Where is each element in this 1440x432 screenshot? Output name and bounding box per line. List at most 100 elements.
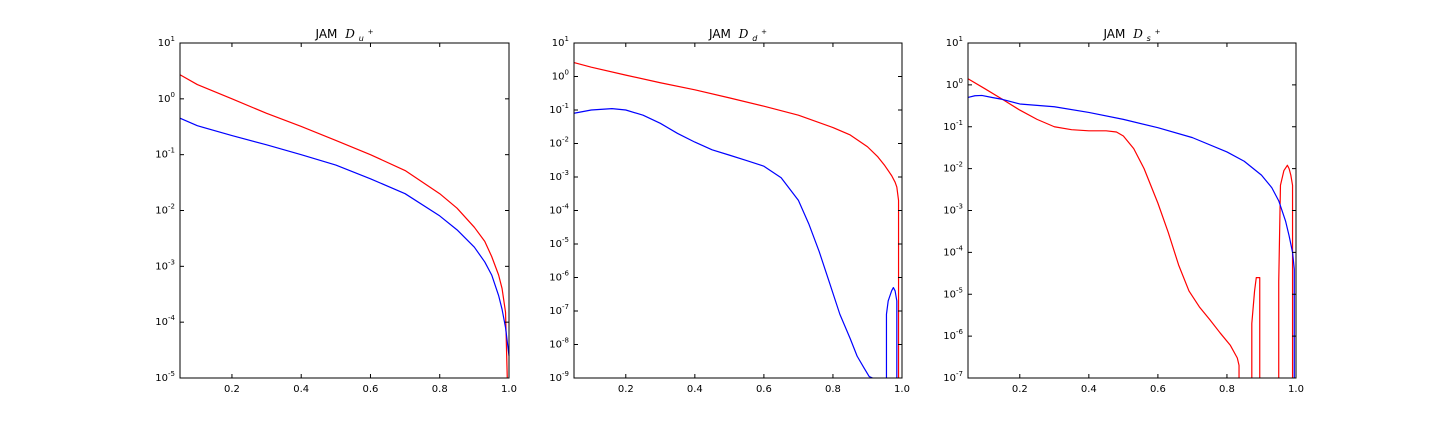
y-tick-base: 10: [155, 206, 168, 217]
series-line-1: [179, 117, 510, 356]
panel-title-text: JAM: [708, 27, 731, 41]
y-tick-exponent: -3: [956, 203, 963, 211]
y-tick-label: 100: [158, 91, 175, 105]
y-tick-exponent: -3: [168, 258, 175, 266]
y-tick-exponent: -3: [562, 169, 569, 177]
y-tick-label: 10-6: [549, 270, 569, 284]
y-tick-label: 10-1: [549, 102, 569, 116]
y-tick-exponent: 0: [959, 77, 963, 85]
y-tick-label: 10-2: [943, 161, 963, 175]
x-tick-label: 0.8: [1219, 384, 1235, 395]
y-tick-exponent: -1: [168, 147, 175, 155]
y-tick-label: 10-5: [943, 286, 963, 300]
panel-title-text: JAM: [1102, 27, 1125, 41]
panel-title: JAM D u +: [315, 27, 374, 44]
series-line-1: [1251, 276, 1261, 378]
series-line-1: [573, 108, 873, 379]
y-tick-exponent: -5: [562, 236, 569, 244]
y-tick-exponent: -1: [562, 102, 569, 110]
y-tick-exponent: -8: [562, 337, 569, 345]
series-line-2: [1278, 164, 1294, 378]
y-tick-base: 10: [549, 273, 562, 284]
panel-title-math-base: D: [738, 27, 749, 41]
y-tick-exponent: -2: [168, 203, 175, 211]
panel-title-math-sup: +: [368, 28, 374, 36]
y-tick-base: 10: [155, 150, 168, 161]
y-tick-label: 101: [946, 35, 963, 49]
y-tick-exponent: -4: [956, 244, 964, 252]
y-tick-label: 10-6: [943, 328, 963, 342]
y-tick-label: 10-4: [943, 244, 963, 258]
y-tick-label: 100: [946, 77, 963, 91]
y-tick-base: 10: [549, 239, 562, 250]
y-tick-exponent: 0: [171, 91, 175, 99]
panel-title: JAM D s +: [1102, 27, 1160, 44]
y-tick-base: 10: [549, 105, 562, 116]
y-tick-exponent: -2: [956, 161, 963, 169]
y-tick-label: 10-5: [155, 370, 175, 384]
y-tick-base: 10: [549, 340, 562, 351]
series-line-0: [967, 78, 1240, 378]
x-tick-label: 1.0: [894, 384, 910, 395]
x-tick-label: 0.6: [756, 384, 772, 395]
panel-title-math-base: D: [1132, 27, 1143, 41]
y-tick-base: 10: [549, 306, 562, 317]
y-tick-base: 10: [549, 206, 562, 217]
y-tick-exponent: -5: [168, 370, 175, 378]
x-tick-label: 0.6: [1150, 384, 1166, 395]
y-tick-base: 10: [943, 289, 956, 300]
y-tick-label: 10-1: [155, 147, 175, 161]
y-tick-base: 10: [549, 373, 562, 384]
x-tick-label: 0.4: [1081, 384, 1097, 395]
series-line-2: [885, 286, 898, 378]
y-tick-label: 10-4: [549, 203, 569, 217]
panel-dd: JAM D d + 0.2 0.4 0.6 0.8 1.010-910-810-710-…: [549, 27, 910, 395]
panel-title-text: JAM: [315, 27, 338, 41]
x-tick-label: 0.2: [1012, 384, 1028, 395]
y-tick-base: 10: [946, 80, 959, 91]
y-tick-exponent: -4: [168, 314, 176, 322]
y-tick-base: 10: [155, 373, 168, 384]
y-tick-base: 10: [552, 72, 565, 83]
panel-title-math-sup: +: [761, 28, 767, 36]
y-tick-base: 10: [943, 247, 956, 258]
y-tick-label: 10-7: [943, 370, 963, 384]
y-tick-base: 10: [552, 38, 565, 49]
y-tick-base: 10: [158, 38, 171, 49]
series-line-0: [573, 62, 900, 378]
y-tick-label: 10-3: [155, 258, 175, 272]
y-tick-exponent: 1: [959, 35, 963, 43]
x-tick-label: 0.4: [687, 384, 703, 395]
y-tick-exponent: -4: [562, 203, 570, 211]
y-tick-label: 10-7: [549, 303, 569, 317]
y-tick-base: 10: [943, 122, 956, 133]
y-tick-base: 10: [549, 172, 562, 183]
y-tick-label: 10-3: [549, 169, 569, 183]
x-tick-label: 0.8: [432, 384, 448, 395]
panel-title-math-sup: +: [1155, 28, 1161, 36]
x-tick-label: 1.0: [1288, 384, 1304, 395]
y-tick-base: 10: [155, 317, 168, 328]
axes-frame: [967, 42, 1297, 379]
y-tick-base: 10: [155, 261, 168, 272]
y-tick-exponent: -1: [956, 119, 963, 127]
y-tick-label: 10-3: [943, 203, 963, 217]
y-tick-label: 10-9: [549, 370, 569, 384]
panel-ds: JAM D s + 0.2 0.4 0.6 0.8 1.010-710-610-510-…: [943, 27, 1304, 395]
panel-title-math-base: D: [344, 27, 355, 41]
y-tick-label: 10-2: [155, 203, 175, 217]
y-tick-label: 10-5: [549, 236, 569, 250]
y-tick-exponent: -5: [956, 286, 963, 294]
axes-frame: [179, 42, 510, 379]
y-tick-base: 10: [946, 38, 959, 49]
series-line-0: [179, 74, 508, 379]
series-line-3: [967, 94, 1295, 378]
x-tick-label: 1.0: [501, 384, 517, 395]
y-tick-base: 10: [943, 206, 956, 217]
y-tick-exponent: 1: [565, 35, 569, 43]
y-tick-label: 10-8: [549, 337, 569, 351]
y-tick-exponent: -6: [956, 328, 964, 336]
panel-title-math-sub: s: [1147, 34, 1151, 43]
x-tick-label: 0.6: [363, 384, 379, 395]
